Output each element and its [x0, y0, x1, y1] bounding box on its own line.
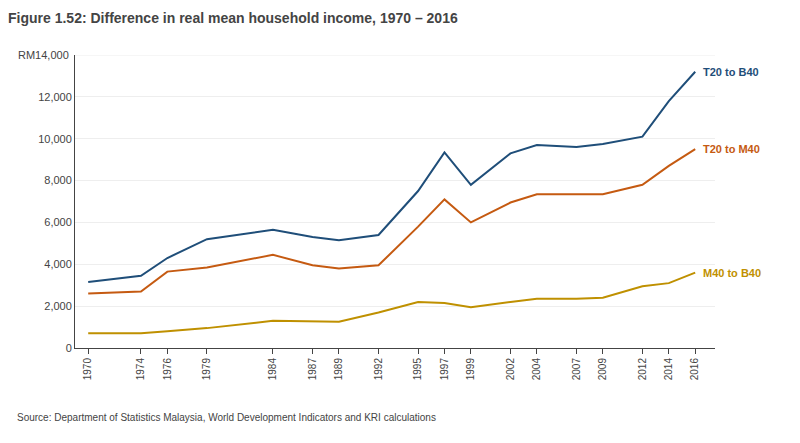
- svg-text:2009: 2009: [597, 358, 608, 381]
- svg-text:1970: 1970: [82, 358, 93, 381]
- svg-text:1974: 1974: [135, 358, 146, 381]
- svg-text:2004: 2004: [531, 358, 542, 381]
- svg-text:2007: 2007: [571, 358, 582, 381]
- svg-text:1976: 1976: [162, 358, 173, 381]
- svg-text:12,000: 12,000: [38, 91, 72, 103]
- svg-text:RM14,000: RM14,000: [18, 49, 69, 61]
- svg-text:1992: 1992: [373, 358, 384, 381]
- svg-text:1999: 1999: [465, 358, 476, 381]
- svg-text:2012: 2012: [637, 358, 648, 381]
- svg-text:2014: 2014: [663, 358, 674, 381]
- svg-text:1989: 1989: [333, 358, 344, 381]
- svg-text:1979: 1979: [201, 358, 212, 381]
- svg-text:10,000: 10,000: [38, 133, 72, 145]
- svg-text:T20 to B40: T20 to B40: [703, 66, 759, 78]
- svg-text:4,000: 4,000: [44, 258, 72, 270]
- svg-text:1997: 1997: [439, 358, 450, 381]
- svg-text:1984: 1984: [267, 358, 278, 381]
- svg-text:T20 to M40: T20 to M40: [703, 143, 760, 155]
- svg-text:2016: 2016: [689, 358, 700, 381]
- svg-text:M40 to B40: M40 to B40: [703, 267, 761, 279]
- svg-text:2,000: 2,000: [44, 300, 72, 312]
- svg-text:1987: 1987: [307, 358, 318, 381]
- svg-text:1995: 1995: [412, 358, 423, 381]
- svg-text:Figure 1.52: Difference in rea: Figure 1.52: Difference in real mean hou…: [8, 10, 458, 26]
- svg-text:Source: Department of Statisti: Source: Department of Statistics Malaysi…: [17, 412, 436, 423]
- svg-text:2002: 2002: [505, 358, 516, 381]
- svg-text:8,000: 8,000: [44, 174, 72, 186]
- svg-text:6,000: 6,000: [44, 216, 72, 228]
- svg-text:0: 0: [66, 342, 72, 354]
